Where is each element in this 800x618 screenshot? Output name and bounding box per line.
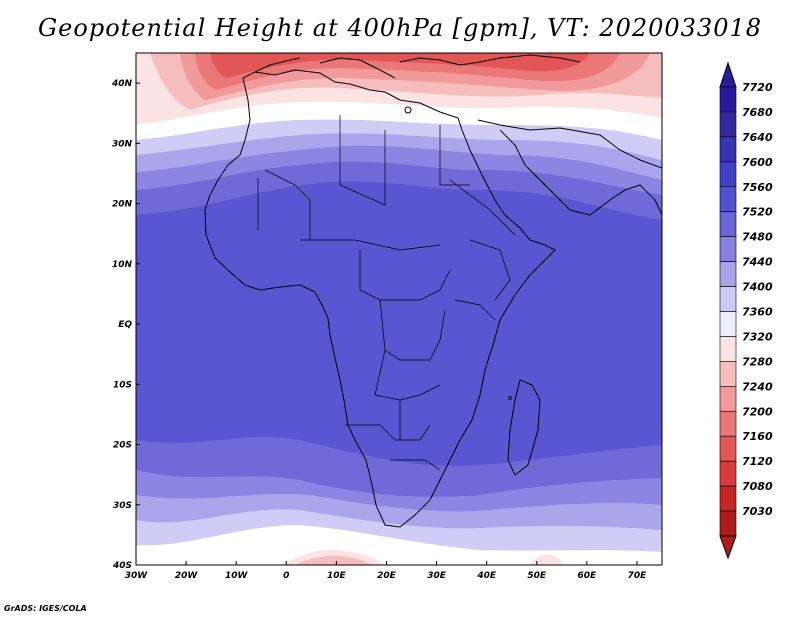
x-axis: 30W 20W 10W 0 10E 20E 30E 40E 50E 60E 70E bbox=[125, 561, 647, 581]
x-tick-label: 20W bbox=[175, 571, 199, 581]
colorbar-swatch bbox=[719, 211, 737, 237]
x-tick-label: 50E bbox=[527, 571, 547, 581]
colorbar-label: 7720 bbox=[742, 81, 773, 94]
y-tick-label: 20N bbox=[112, 200, 133, 210]
height-field bbox=[136, 53, 662, 565]
colorbar-swatch bbox=[719, 86, 737, 113]
colorbar-label: 7030 bbox=[742, 505, 773, 518]
colorbar-label: 7440 bbox=[742, 256, 773, 269]
x-tick-label: 60E bbox=[578, 571, 598, 581]
colorbar-label: 7480 bbox=[742, 231, 773, 244]
y-tick-label: 30N bbox=[112, 139, 133, 149]
colorbar-label: 7080 bbox=[742, 480, 773, 493]
colorbar-swatch bbox=[719, 136, 737, 163]
colorbar-swatch bbox=[719, 386, 737, 412]
map-title: Geopotential Height at 400hPa [gpm], VT:… bbox=[38, 14, 762, 42]
colorbar-swatch bbox=[719, 361, 737, 387]
colorbar-label: 7680 bbox=[742, 106, 773, 119]
colorbar-label: 7360 bbox=[742, 306, 773, 319]
x-tick-label: 70E bbox=[628, 571, 648, 581]
y-axis: 40N 30N 20N 10N EQ 10S 20S 30S 40S bbox=[111, 79, 140, 571]
colorbar-label: 7600 bbox=[742, 156, 773, 169]
y-tick-label: 40S bbox=[112, 561, 132, 571]
x-tick-label: 30E bbox=[427, 571, 447, 581]
colorbar-swatch bbox=[719, 510, 737, 537]
colorbar-swatch bbox=[719, 161, 737, 188]
colorbar-label: 7560 bbox=[742, 181, 773, 194]
colorbar-swatch bbox=[719, 336, 737, 362]
colorbar-swatch bbox=[719, 460, 737, 487]
colorbar-label: 7120 bbox=[742, 455, 773, 468]
colorbar-label: 7520 bbox=[742, 206, 773, 219]
x-tick-label: 10E bbox=[327, 571, 347, 581]
colorbar-label: 7640 bbox=[742, 131, 773, 144]
grads-credit: GrADS: IGES/COLA bbox=[4, 604, 87, 613]
colorbar-label: 7320 bbox=[742, 330, 773, 343]
colorbar-label: 7240 bbox=[742, 380, 773, 393]
colorbar-label: 7280 bbox=[742, 355, 773, 368]
colorbar-swatch bbox=[719, 236, 737, 262]
plot-frame bbox=[135, 52, 663, 566]
country-borders bbox=[257, 115, 516, 471]
colorbar-swatch bbox=[719, 111, 737, 138]
y-tick-label: 10S bbox=[113, 380, 132, 390]
y-tick-label: 30S bbox=[113, 501, 132, 511]
y-tick-label: 20S bbox=[113, 441, 132, 451]
colorbar-swatch bbox=[719, 485, 737, 512]
x-tick-label: 0 bbox=[283, 571, 289, 581]
colorbar-label: 7160 bbox=[742, 430, 773, 443]
coastlines bbox=[204, 54, 662, 528]
x-tick-label: 30W bbox=[125, 571, 149, 581]
y-tick-label: 40N bbox=[111, 79, 133, 89]
colorbar-swatch bbox=[719, 410, 737, 437]
x-tick-label: 20E bbox=[377, 571, 397, 581]
y-tick-label: 10N bbox=[112, 260, 133, 270]
colorbar-swatch bbox=[719, 186, 737, 213]
colorbar-swatch bbox=[719, 311, 737, 337]
colorbar-label: 7200 bbox=[742, 405, 773, 418]
colorbar-label: 7400 bbox=[742, 281, 773, 294]
colorbar-bottom-arrow bbox=[719, 535, 737, 560]
colorbar: 7720 7680 7640 7600 7560 7520 7480 7440 7400 7360… bbox=[719, 61, 773, 560]
colorbar-swatch bbox=[719, 286, 737, 312]
colorbar-top-arrow bbox=[719, 61, 737, 88]
colorbar-swatch bbox=[719, 261, 737, 287]
y-tick-label: EQ bbox=[118, 320, 132, 330]
colorbar-swatch bbox=[719, 435, 737, 462]
x-tick-label: 40E bbox=[476, 571, 497, 581]
x-tick-label: 10W bbox=[225, 571, 249, 581]
